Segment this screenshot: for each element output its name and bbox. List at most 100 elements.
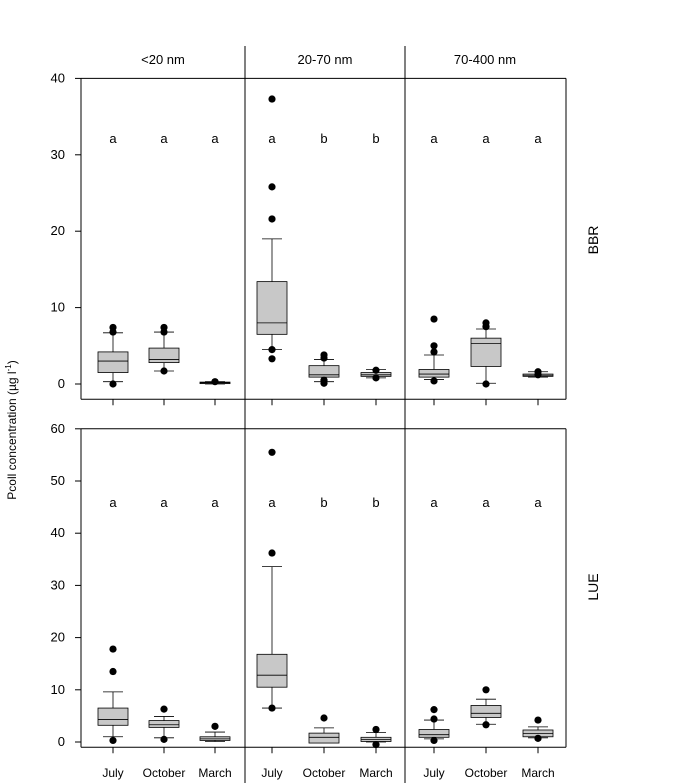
outlier-point	[372, 725, 380, 734]
outlier-point	[430, 736, 438, 745]
outlier-point	[268, 355, 276, 363]
box	[148, 720, 180, 728]
outlier-point	[320, 351, 328, 359]
significance-letter: a	[109, 131, 117, 146]
outlier-point	[430, 315, 438, 323]
outlier-point	[430, 377, 438, 385]
significance-letter: b	[320, 131, 327, 146]
outlier-point	[430, 342, 438, 350]
outlier-point	[211, 722, 219, 730]
x-tick-label: July	[102, 766, 123, 780]
y-tick-label: 20	[51, 630, 65, 645]
outlier-point	[160, 735, 168, 743]
outlier-point	[482, 380, 490, 388]
x-tick-label: March	[359, 766, 392, 780]
y-tick-label: 50	[51, 473, 65, 488]
y-tick-label: 30	[51, 147, 65, 162]
box	[148, 347, 180, 364]
size-class-header: <20 nm	[141, 52, 185, 67]
site-label: BBR	[585, 226, 601, 255]
outlier-point	[109, 323, 117, 332]
outlier-point	[534, 734, 542, 742]
y-tick-label: 40	[51, 70, 65, 85]
outlier-point	[372, 366, 380, 374]
outlier-point	[372, 741, 380, 749]
significance-letter: a	[482, 495, 490, 510]
box	[97, 351, 129, 373]
x-tick-label: March	[198, 766, 231, 780]
outlier-point	[160, 367, 168, 375]
outlier-point	[430, 348, 438, 356]
outlier-point	[268, 549, 276, 557]
outlier-point	[109, 667, 117, 676]
outlier-point	[482, 721, 490, 729]
box	[470, 337, 502, 367]
box	[470, 705, 502, 718]
y-tick-label: 10	[51, 300, 65, 315]
significance-letter: b	[372, 131, 379, 146]
significance-letter: a	[430, 495, 438, 510]
size-class-header: 70-400 nm	[454, 52, 516, 67]
y-tick-label: 20	[51, 223, 65, 238]
y-tick-label: 60	[51, 421, 65, 436]
box	[308, 732, 340, 744]
x-tick-label: March	[521, 766, 554, 780]
x-tick-label: July	[261, 766, 282, 780]
outlier-point	[160, 323, 168, 332]
outlier-point	[430, 706, 438, 714]
outlier-point	[268, 95, 276, 103]
outlier-point	[109, 380, 117, 388]
outlier-point	[482, 319, 490, 327]
panel-frames	[75, 46, 567, 783]
box	[418, 729, 450, 738]
significance-letter: b	[320, 495, 327, 510]
box	[256, 281, 288, 335]
outlier-point	[268, 448, 276, 456]
outlier-point	[268, 183, 276, 191]
box	[418, 369, 450, 378]
outlier-point	[268, 346, 276, 354]
outlier-point	[211, 378, 219, 386]
box	[256, 653, 288, 688]
outlier-point	[160, 705, 168, 713]
outlier-point	[534, 716, 542, 724]
significance-letter: a	[109, 495, 117, 510]
significance-letter: b	[372, 495, 379, 510]
significance-letter: a	[211, 131, 219, 146]
x-tick-label: October	[303, 766, 346, 780]
y-tick-label: 10	[51, 682, 65, 697]
significance-letter: a	[160, 495, 168, 510]
outlier-point	[534, 368, 542, 376]
outlier-point	[482, 686, 490, 694]
outlier-point	[268, 704, 276, 712]
outlier-point	[320, 376, 328, 384]
chart-marks	[97, 95, 554, 749]
significance-letter: a	[211, 495, 219, 510]
significance-letter: a	[534, 495, 542, 510]
y-axis-label: Pcoll concentration (µg l-1)	[4, 360, 19, 499]
site-label: LUE	[585, 573, 601, 600]
box	[308, 365, 340, 378]
outlier-point	[430, 715, 438, 723]
significance-letter: a	[160, 131, 168, 146]
significance-letter: a	[430, 131, 438, 146]
outlier-point	[268, 215, 276, 223]
box	[97, 707, 129, 726]
significance-letter: a	[268, 495, 276, 510]
y-tick-label: 30	[51, 577, 65, 592]
outlier-point	[109, 645, 117, 653]
size-class-header: 20-70 nm	[298, 52, 353, 67]
outlier-point	[320, 714, 328, 722]
y-tick-label: 0	[58, 376, 65, 391]
y-axis-label-end: )	[5, 360, 19, 364]
y-tick-label: 40	[51, 525, 65, 540]
x-tick-label: October	[465, 766, 508, 780]
significance-letter: a	[268, 131, 276, 146]
y-axis-label-main: Pcoll concentration (µg l	[5, 371, 19, 499]
outlier-point	[109, 736, 117, 745]
y-axis-label-sup: -1	[4, 364, 13, 372]
outlier-point	[372, 374, 380, 382]
chart-labels: Pcoll concentration (µg l-1) <20 nm 20-70…	[4, 52, 601, 780]
x-tick-label: October	[143, 766, 186, 780]
